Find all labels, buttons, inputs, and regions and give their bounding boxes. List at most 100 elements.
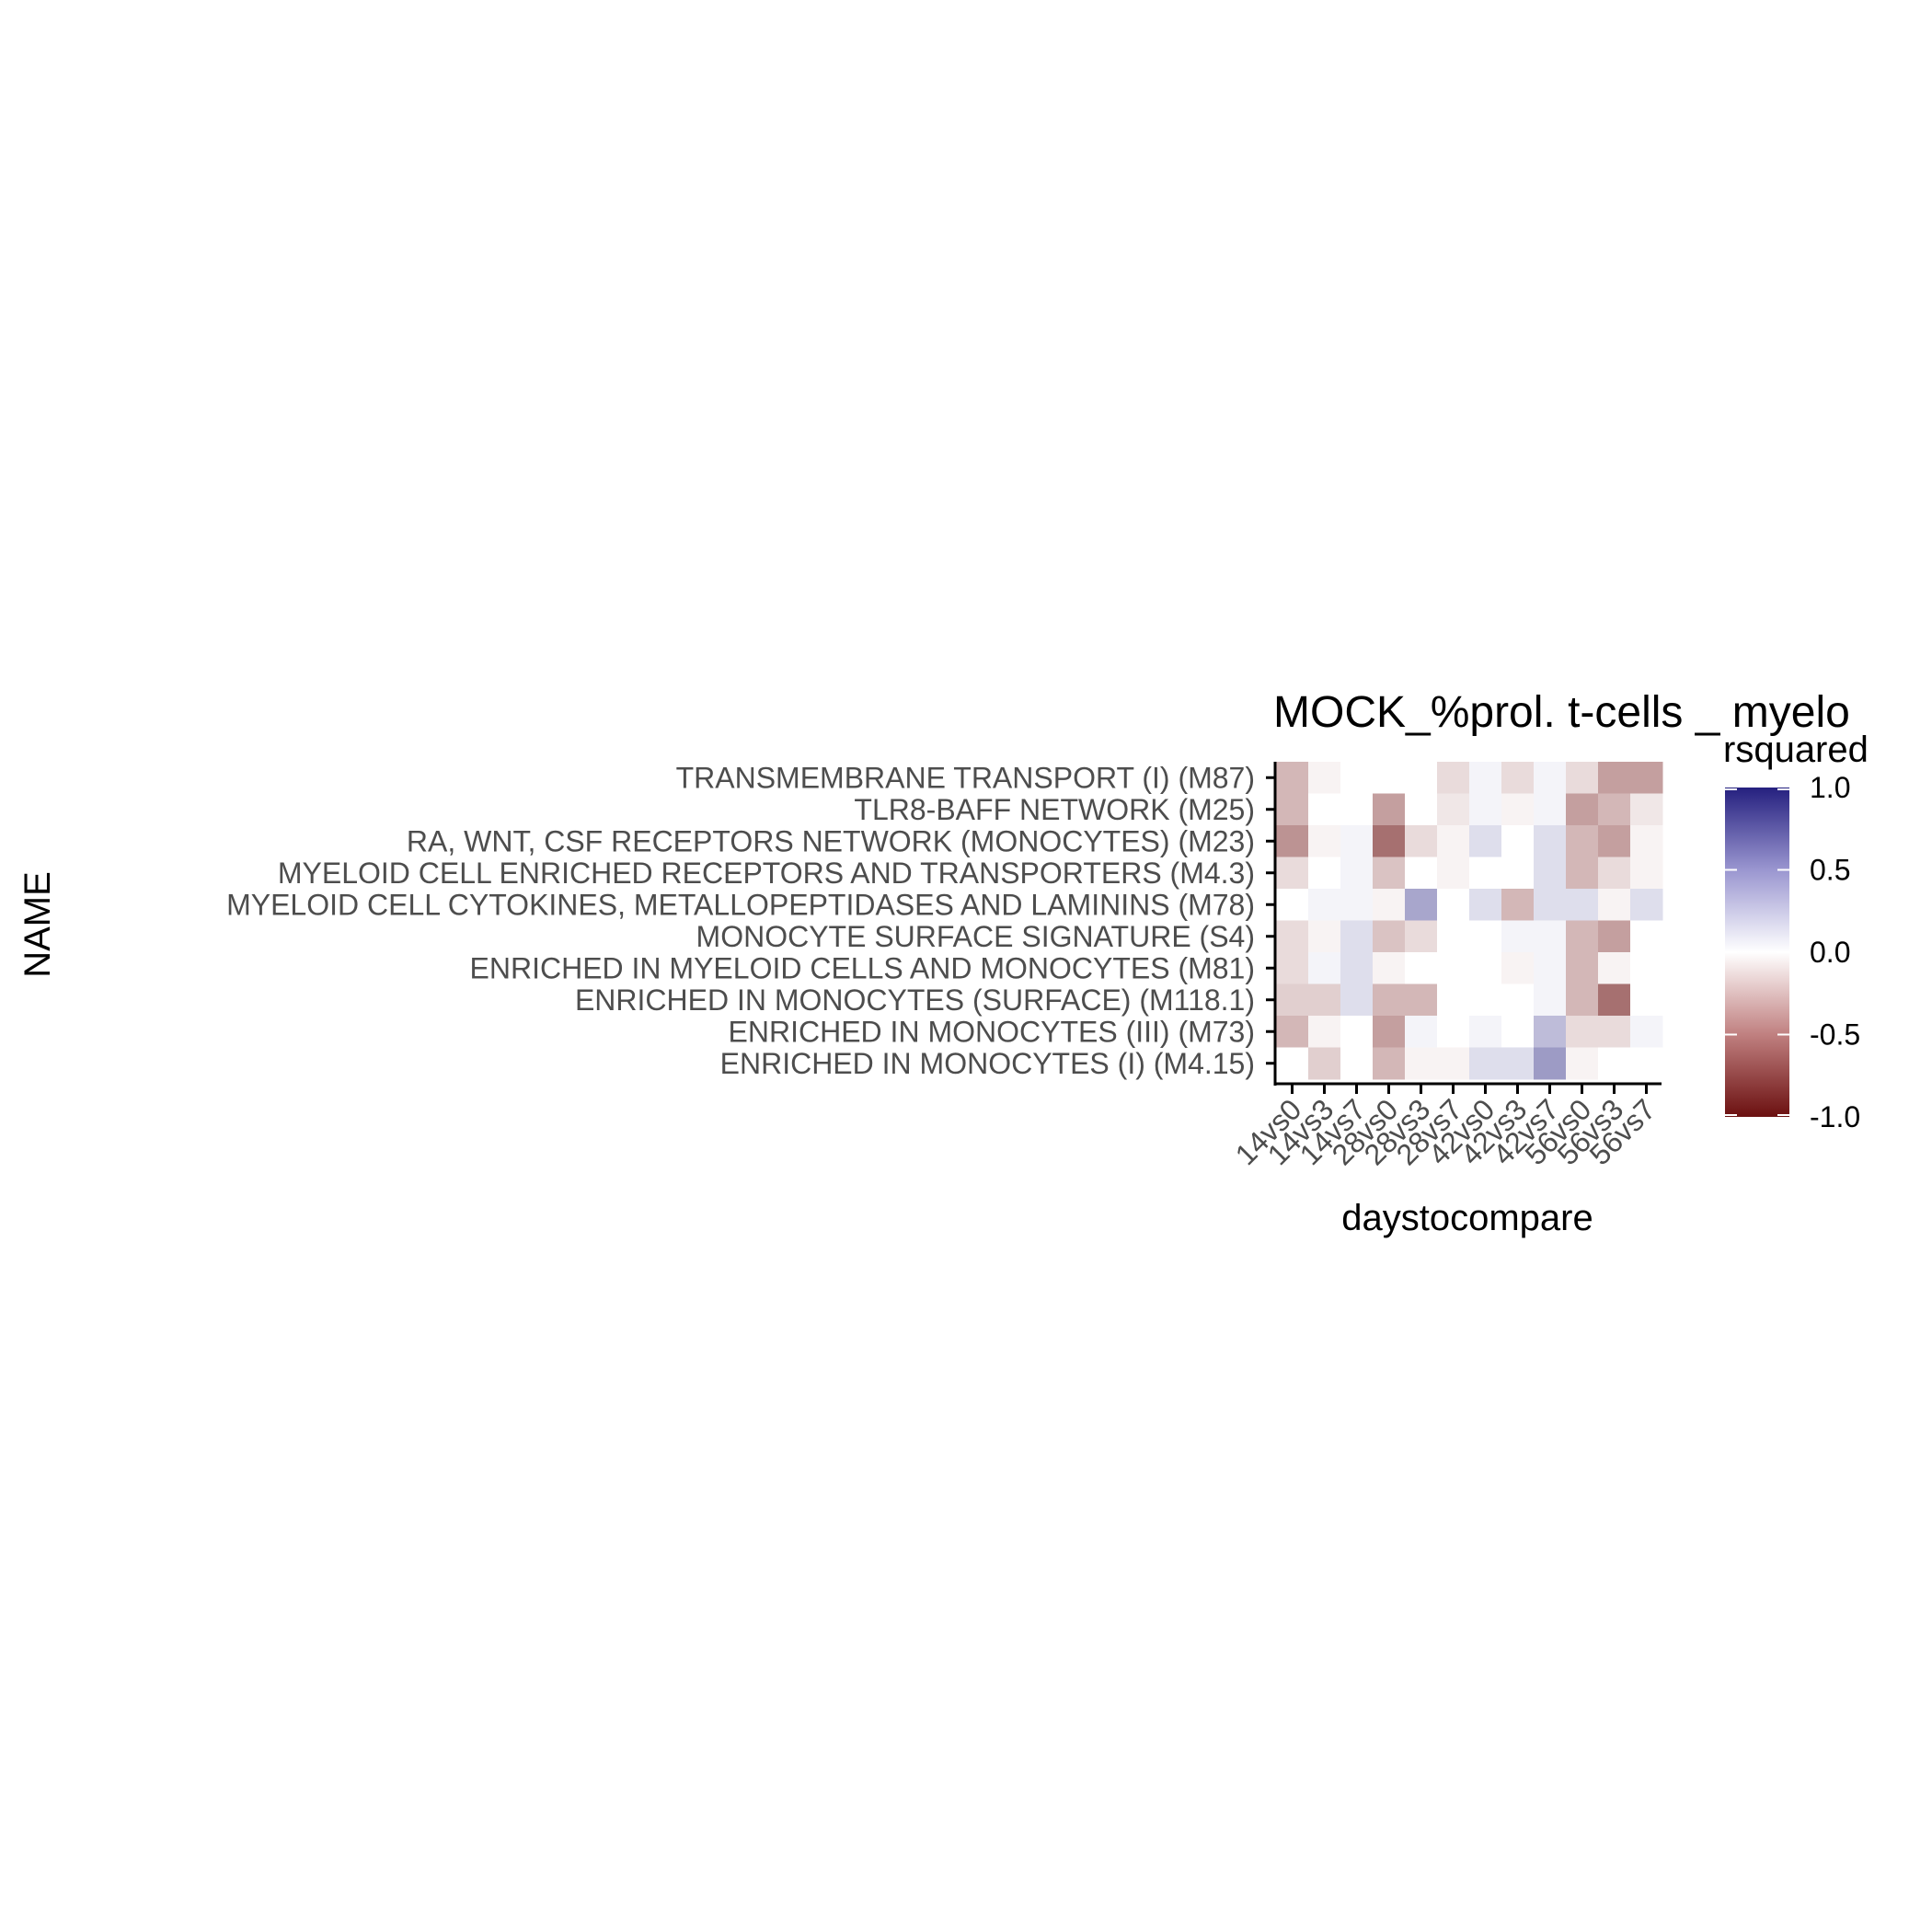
heatmap-cell <box>1437 825 1470 857</box>
heatmap-cell <box>1437 857 1470 890</box>
heatmap-cell <box>1501 920 1535 953</box>
heatmap-cell <box>1340 920 1374 953</box>
heatmap-cell <box>1373 857 1406 890</box>
legend-ticks: 1.0 0.5 0.0 -0.5 -1.0 <box>1725 771 1860 1133</box>
heatmap-cell <box>1308 1047 1341 1080</box>
heatmap-cell <box>1501 983 1535 1017</box>
heatmap-cell <box>1630 793 1663 826</box>
heatmap-cell <box>1501 857 1535 890</box>
heatmap-cell <box>1276 1047 1309 1080</box>
heatmap-cell <box>1373 952 1406 984</box>
heatmap-cell <box>1405 1016 1438 1048</box>
heatmap-cell <box>1630 857 1663 890</box>
heatmap-cell <box>1630 1016 1663 1048</box>
heatmap-cell <box>1534 952 1567 984</box>
heatmap-cell <box>1534 920 1567 953</box>
heatmap-cell <box>1534 983 1567 1017</box>
heatmap-cell <box>1405 1047 1438 1080</box>
heatmap-cell <box>1501 889 1535 921</box>
heatmap-cell <box>1405 920 1438 953</box>
y-tick-label: TLR8-BAFF NETWORK (M25) <box>854 793 1255 826</box>
heatmap-cell <box>1469 983 1502 1017</box>
heatmap-cell <box>1534 1047 1567 1080</box>
heatmap-cell <box>1340 857 1374 890</box>
legend-tick-label: -0.5 <box>1810 1018 1860 1052</box>
heatmap-cell <box>1534 857 1567 890</box>
x-tick-labels: 14vs014vs314vs728vs028vs328vs742vs042vs3… <box>1229 1085 1662 1171</box>
heatmap-cell <box>1276 1016 1309 1048</box>
heatmap-cell <box>1340 1047 1374 1080</box>
heatmap-cell <box>1373 920 1406 953</box>
heatmap-cell <box>1373 1047 1406 1080</box>
y-axis-title: NAME <box>17 871 58 978</box>
heatmap-cell <box>1308 983 1341 1017</box>
heatmap-cell <box>1437 793 1470 826</box>
heatmap-cell <box>1534 762 1567 794</box>
heatmap-cell <box>1566 889 1599 921</box>
color-legend: rsquared 1.0 0.5 0.0 -0.5 -1.0 <box>1723 730 1869 1133</box>
heatmap-cell <box>1630 889 1663 921</box>
x-axis-title: daystocompare <box>1341 1198 1593 1238</box>
heatmap-cell <box>1501 1047 1535 1080</box>
heatmap-cell <box>1598 920 1631 953</box>
legend-tick-label: 0.0 <box>1810 936 1850 969</box>
heatmap-cell <box>1340 1016 1374 1048</box>
heatmap-cell <box>1566 952 1599 984</box>
heatmap-cell <box>1308 920 1341 953</box>
heatmap-cell <box>1566 762 1599 794</box>
legend-tick-label: -1.0 <box>1810 1100 1860 1133</box>
heatmap-cell <box>1469 952 1502 984</box>
y-tick-label: MONOCYTE SURFACE SIGNATURE (S4) <box>696 920 1255 953</box>
heatmap-cell <box>1308 857 1341 890</box>
heatmap-cell <box>1373 793 1406 826</box>
heatmap-cell <box>1276 857 1309 890</box>
heatmap-cell <box>1598 1047 1631 1080</box>
heatmap-cell <box>1308 1016 1341 1048</box>
y-tick-label: RA, WNT, CSF RECEPTORS NETWORK (MONOCYTE… <box>407 824 1255 857</box>
heatmap-cell <box>1566 793 1599 826</box>
heatmap-cell <box>1566 920 1599 953</box>
heatmap-cell <box>1437 1016 1470 1048</box>
heatmap-cell <box>1469 920 1502 953</box>
heatmap-cell <box>1437 920 1470 953</box>
heatmap-cell <box>1630 1047 1663 1080</box>
y-tick-label: ENRICHED IN MONOCYTES (SURFACE) (M118.1) <box>575 983 1255 1017</box>
heatmap-cell <box>1405 857 1438 890</box>
heatmap-cell <box>1469 889 1502 921</box>
y-tick-label: ENRICHED IN MONOCYTES (I) (M4.15) <box>720 1047 1255 1080</box>
heatmap-cell <box>1437 1047 1470 1080</box>
heatmap-cell <box>1276 762 1309 794</box>
y-tick-label: TRANSMEMBRANE TRANSPORT (I) (M87) <box>676 761 1255 794</box>
legend-title: rsquared <box>1723 730 1869 770</box>
heatmap-cell <box>1630 983 1663 1017</box>
heatmap-cell <box>1373 825 1406 857</box>
y-tick-label: ENRICHED IN MYELOID CELLS AND MONOCYTES … <box>470 951 1255 984</box>
heatmap-cell <box>1340 825 1374 857</box>
y-tick-label: MYELOID CELL CYTOKINES, METALLOPEPTIDASE… <box>226 888 1255 921</box>
heatmap-cell <box>1276 825 1309 857</box>
heatmap-cell <box>1437 952 1470 984</box>
heatmap-cell <box>1501 762 1535 794</box>
heatmap-cell <box>1534 825 1567 857</box>
y-tick-labels: TRANSMEMBRANE TRANSPORT (I) (M87)TLR8-BA… <box>226 761 1275 1080</box>
y-tick-label: ENRICHED IN MONOCYTES (III) (M73) <box>729 1015 1255 1048</box>
heatmap-cell <box>1534 1016 1567 1048</box>
heatmap-cell <box>1598 857 1631 890</box>
heatmap-cell <box>1630 920 1663 953</box>
heatmap-cell <box>1340 983 1374 1017</box>
heatmap-cell <box>1566 1047 1599 1080</box>
heatmap-cell <box>1598 983 1631 1017</box>
heatmap-cell <box>1405 983 1438 1017</box>
heatmap-cell <box>1469 857 1502 890</box>
heatmap-cell <box>1437 889 1470 921</box>
heatmap-cell <box>1469 1047 1502 1080</box>
legend-tick-label: 1.0 <box>1810 771 1850 804</box>
heatmap-cell <box>1308 762 1341 794</box>
heatmap-cell <box>1534 793 1567 826</box>
legend-tick-label: 0.5 <box>1810 854 1850 887</box>
heatmap-cell <box>1373 1016 1406 1048</box>
heatmap-cell <box>1598 762 1631 794</box>
heatmap-cell <box>1308 793 1341 826</box>
heatmap-cell <box>1501 1016 1535 1048</box>
